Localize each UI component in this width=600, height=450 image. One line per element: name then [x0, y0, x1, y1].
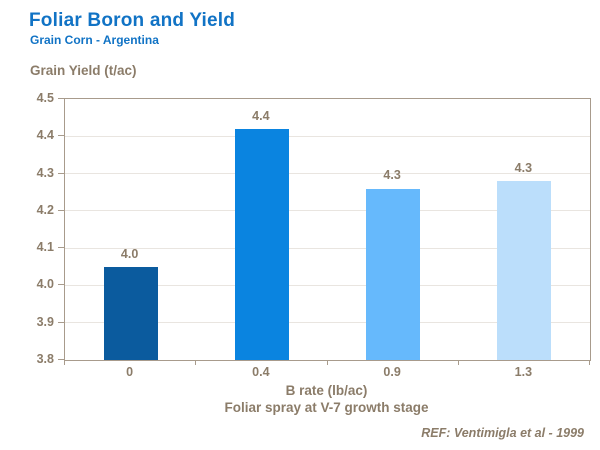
x-tick-label: 0: [126, 365, 134, 379]
bar: [234, 128, 289, 360]
y-tick-label: 4.0: [36, 277, 54, 292]
chart-subtitle: Grain Corn - Argentina: [30, 33, 159, 47]
bar-value-label: 4.3: [383, 168, 401, 183]
bar-value-label: 4.3: [514, 161, 533, 176]
y-axis-tick: [58, 321, 64, 323]
x-axis-tick: [326, 360, 328, 365]
y-axis-tick: [58, 172, 64, 174]
x-axis-title: B rate (lb/ac): [285, 383, 368, 398]
y-axis-tick: [58, 247, 64, 249]
y-axis-tick: [58, 135, 64, 137]
y-tick-label: 4.5: [36, 91, 54, 105]
y-axis-tick: [58, 284, 64, 286]
y-axis-tick: [58, 209, 64, 211]
gridline: [65, 173, 590, 175]
y-axis-unit-label: Grain Yield (t/ac): [30, 63, 137, 78]
x-tick-label: 1.3: [514, 365, 533, 379]
gridline: [65, 322, 590, 324]
bar: [103, 266, 158, 360]
bar-value-label: 4.0: [120, 246, 139, 261]
x-tick-label: 0.4: [252, 365, 270, 379]
bar: [366, 188, 421, 360]
plot-area: [64, 98, 591, 361]
gridline: [65, 284, 590, 286]
y-tick-label: 3.9: [36, 314, 54, 329]
x-axis-tick: [589, 360, 590, 365]
y-tick-label: 3.8: [36, 352, 54, 366]
bar-value-label: 4.4: [252, 108, 270, 123]
y-tick-label: 4.1: [36, 240, 54, 255]
x-axis-tick: [457, 360, 459, 365]
x-axis-subtitle: Foliar spray at V-7 growth stage: [224, 400, 429, 415]
gridline: [65, 135, 590, 137]
x-axis-tick: [195, 360, 197, 365]
y-tick-label: 4.3: [36, 165, 54, 180]
chart-title: Foliar Boron and Yield: [29, 10, 236, 31]
y-axis-tick: [58, 98, 64, 99]
y-tick-label: 4.4: [36, 128, 54, 143]
x-axis-tick: [64, 360, 65, 365]
bar: [497, 181, 552, 360]
x-tick-label: 0.9: [383, 365, 401, 379]
reference-citation: REF: Ventimigla et al - 1999: [421, 426, 584, 440]
y-axis-tick: [58, 359, 64, 360]
gridline: [65, 247, 590, 249]
gridline: [65, 210, 590, 212]
y-tick-label: 4.2: [36, 202, 54, 217]
